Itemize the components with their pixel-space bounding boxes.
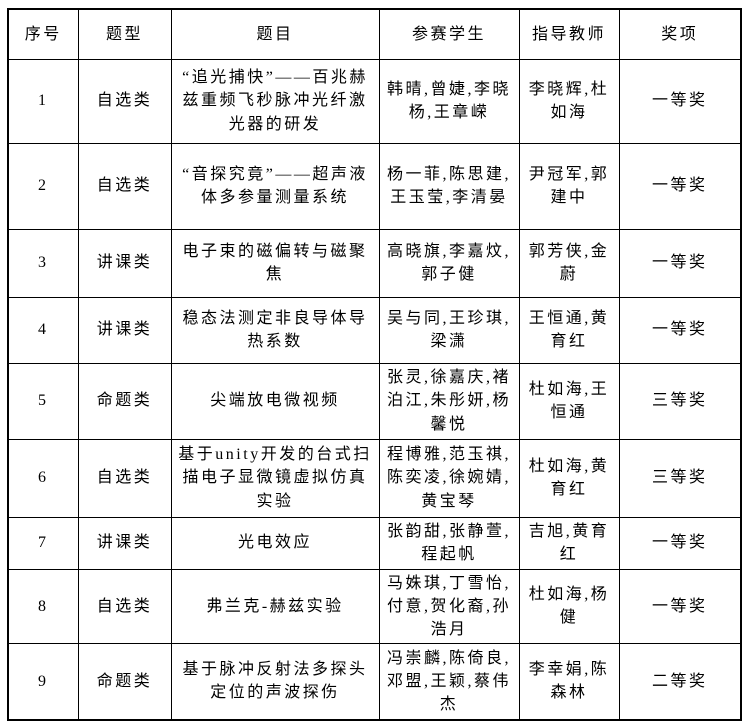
cell-students: 高晓旗,李嘉炆,郭子健 [378, 228, 520, 298]
table-header: 序号 题型 题目 参赛学生 指导教师 奖项 [7, 8, 742, 60]
cell-no: 9 [7, 643, 79, 721]
cell-students: 程博雅,范玉祺,陈奕凌,徐婉婧,黄宝琴 [378, 438, 520, 518]
cell-teachers: 吉旭,黄育红 [518, 516, 620, 570]
cell-teachers: 李晓辉,杜如海 [518, 58, 620, 144]
cell-teachers: 郭芳侠,金蔚 [518, 228, 620, 298]
column-header-type: 题型 [77, 8, 172, 60]
cell-no: 7 [7, 516, 79, 570]
table-row: 7 讲课类 光电效应 张韵甜,张静萱,程起帆 吉旭,黄育红 一等奖 [7, 516, 742, 570]
column-header-no: 序号 [7, 8, 79, 60]
cell-title: “追光捕快”——百兆赫兹重频飞秒脉冲光纤激光器的研发 [170, 58, 380, 144]
cell-title: “音探究竟”——超声液体多参量测量系统 [170, 142, 380, 230]
cell-teachers: 王恒通,黄育红 [518, 296, 620, 364]
cell-students: 张灵,徐嘉庆,褚泊江,朱彤妍,杨馨悦 [378, 362, 520, 440]
cell-type: 自选类 [77, 568, 172, 645]
cell-type: 自选类 [77, 142, 172, 230]
cell-no: 3 [7, 228, 79, 298]
cell-title: 电子束的磁偏转与磁聚焦 [170, 228, 380, 298]
cell-no: 4 [7, 296, 79, 364]
cell-type: 讲课类 [77, 516, 172, 570]
cell-students: 韩晴,曾婕,李晓杨,王章嵘 [378, 58, 520, 144]
cell-students: 冯崇麟,陈倚良,邓盟,王颖,蔡伟杰 [378, 643, 520, 721]
cell-award: 二等奖 [618, 643, 742, 721]
cell-award: 一等奖 [618, 142, 742, 230]
table-row: 5 命题类 尖端放电微视频 张灵,徐嘉庆,褚泊江,朱彤妍,杨馨悦 杜如海,王恒通… [7, 362, 742, 440]
cell-award: 一等奖 [618, 516, 742, 570]
cell-award: 一等奖 [618, 296, 742, 364]
cell-students: 张韵甜,张静萱,程起帆 [378, 516, 520, 570]
cell-title: 基于脉冲反射法多探头定位的声波探伤 [170, 643, 380, 721]
cell-teachers: 杜如海,王恒通 [518, 362, 620, 440]
cell-title: 尖端放电微视频 [170, 362, 380, 440]
cell-type: 命题类 [77, 362, 172, 440]
column-header-teachers: 指导教师 [518, 8, 620, 60]
cell-teachers: 尹冠军,郭建中 [518, 142, 620, 230]
header-row: 序号 题型 题目 参赛学生 指导教师 奖项 [7, 8, 742, 60]
cell-no: 6 [7, 438, 79, 518]
cell-award: 一等奖 [618, 568, 742, 645]
cell-award: 三等奖 [618, 362, 742, 440]
cell-teachers: 杜如海,杨健 [518, 568, 620, 645]
cell-title: 光电效应 [170, 516, 380, 570]
table-row: 4 讲课类 稳态法测定非良导体导热系数 吴与同,王珍琪,梁潇 王恒通,黄育红 一… [7, 296, 742, 364]
cell-title: 稳态法测定非良导体导热系数 [170, 296, 380, 364]
table-row: 6 自选类 基于unity开发的台式扫描电子显微镜虚拟仿真实验 程博雅,范玉祺,… [7, 438, 742, 518]
column-header-students: 参赛学生 [378, 8, 520, 60]
table-row: 8 自选类 弗兰克-赫兹实验 马姝琪,丁雪怡,付意,贺化裔,孙浩月 杜如海,杨健… [7, 568, 742, 645]
table-row: 1 自选类 “追光捕快”——百兆赫兹重频飞秒脉冲光纤激光器的研发 韩晴,曾婕,李… [7, 58, 742, 144]
cell-students: 杨一菲,陈思建,王玉莹,李清晏 [378, 142, 520, 230]
cell-no: 8 [7, 568, 79, 645]
cell-no: 2 [7, 142, 79, 230]
cell-title: 弗兰克-赫兹实验 [170, 568, 380, 645]
cell-no: 5 [7, 362, 79, 440]
cell-students: 马姝琪,丁雪怡,付意,贺化裔,孙浩月 [378, 568, 520, 645]
column-header-title: 题目 [170, 8, 380, 60]
cell-type: 自选类 [77, 58, 172, 144]
table-row: 3 讲课类 电子束的磁偏转与磁聚焦 高晓旗,李嘉炆,郭子健 郭芳侠,金蔚 一等奖 [7, 228, 742, 298]
cell-type: 讲课类 [77, 228, 172, 298]
cell-teachers: 杜如海,黄育红 [518, 438, 620, 518]
results-table: 序号 题型 题目 参赛学生 指导教师 奖项 1 自选类 “追光捕快”——百兆赫兹… [7, 8, 742, 721]
cell-award: 一等奖 [618, 58, 742, 144]
cell-title: 基于unity开发的台式扫描电子显微镜虚拟仿真实验 [170, 438, 380, 518]
cell-teachers: 李幸娟,陈森林 [518, 643, 620, 721]
table-body: 1 自选类 “追光捕快”——百兆赫兹重频飞秒脉冲光纤激光器的研发 韩晴,曾婕,李… [7, 58, 742, 721]
cell-type: 命题类 [77, 643, 172, 721]
cell-students: 吴与同,王珍琪,梁潇 [378, 296, 520, 364]
cell-type: 自选类 [77, 438, 172, 518]
cell-award: 三等奖 [618, 438, 742, 518]
table-row: 9 命题类 基于脉冲反射法多探头定位的声波探伤 冯崇麟,陈倚良,邓盟,王颖,蔡伟… [7, 643, 742, 721]
cell-type: 讲课类 [77, 296, 172, 364]
table-row: 2 自选类 “音探究竟”——超声液体多参量测量系统 杨一菲,陈思建,王玉莹,李清… [7, 142, 742, 230]
column-header-award: 奖项 [618, 8, 742, 60]
cell-award: 一等奖 [618, 228, 742, 298]
cell-no: 1 [7, 58, 79, 144]
